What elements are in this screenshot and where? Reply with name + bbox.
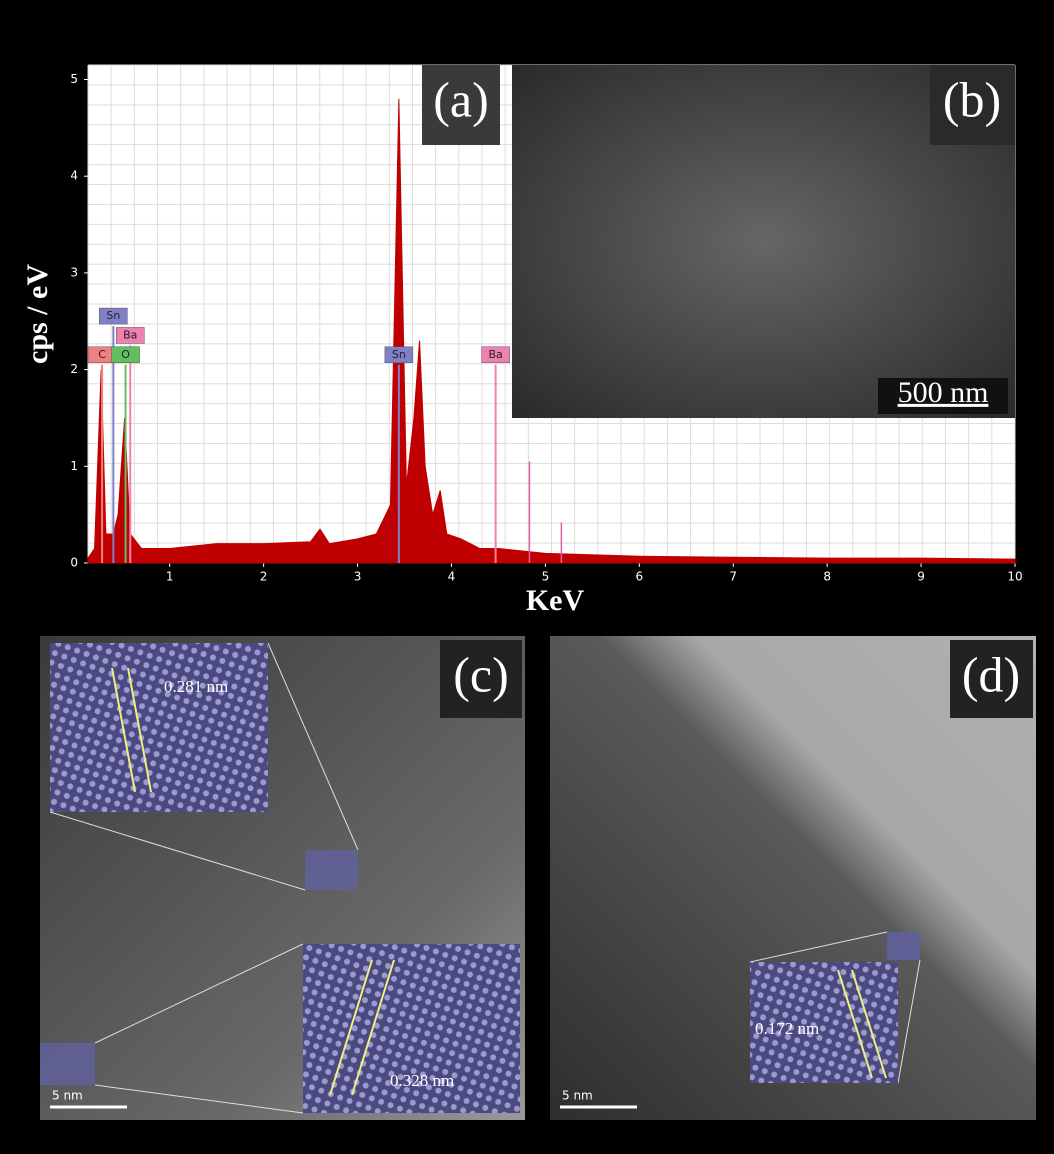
inset xyxy=(750,962,898,1083)
spacing-label: 0.172 nm xyxy=(755,1019,819,1038)
panel-label: (b) xyxy=(943,71,1001,127)
x-tick-label: 3 xyxy=(354,570,362,584)
inset xyxy=(50,643,268,812)
lattice-line xyxy=(127,667,152,793)
zoom-region xyxy=(305,850,358,890)
panel-label: (c) xyxy=(453,646,509,702)
y-tick-label: 2 xyxy=(70,362,78,376)
zoom-line xyxy=(49,811,306,891)
x-tick-label: 1 xyxy=(166,570,174,584)
y-tick-label: 4 xyxy=(70,169,78,183)
panel-label-bg xyxy=(930,65,1015,145)
zoom-line xyxy=(267,642,359,851)
y-tick-label: 3 xyxy=(70,265,78,279)
y-axis-label: cps / eV xyxy=(21,264,54,364)
scale-bar-bg xyxy=(878,378,1008,414)
x-tick-label: 10 xyxy=(1007,570,1022,584)
lattice-line xyxy=(351,959,395,1096)
zoom-line xyxy=(749,931,888,963)
y-tick-label: 5 xyxy=(70,72,78,86)
inset xyxy=(303,944,520,1113)
panel-label-bg xyxy=(440,640,522,718)
element-label: Sn xyxy=(106,309,120,322)
element-label: C xyxy=(98,348,106,361)
lattice-line xyxy=(111,667,136,793)
x-tick-label: 5 xyxy=(542,570,550,584)
lattice-line xyxy=(329,959,373,1096)
scale-bar-label: 5 nm xyxy=(52,1089,83,1103)
zoom-line xyxy=(94,1084,304,1114)
panel-label: (a) xyxy=(433,71,489,127)
x-tick-label: 7 xyxy=(729,570,737,584)
panel-label-bg xyxy=(950,640,1033,718)
element-label-bg xyxy=(116,327,145,344)
lattice-line xyxy=(851,969,887,1079)
scale-bar-label: 500 nm xyxy=(898,376,989,409)
spectrum xyxy=(87,98,1016,564)
x-tick-label: 4 xyxy=(448,570,456,584)
panel-label: (d) xyxy=(962,646,1020,702)
zoom-region xyxy=(887,932,920,960)
element-label-bg xyxy=(111,346,140,364)
x-tick-label: 8 xyxy=(823,570,831,584)
y-tick-label: 0 xyxy=(70,556,78,570)
element-label-bg xyxy=(99,307,128,325)
x-tick-label: 6 xyxy=(635,570,643,584)
scale-bar-label: 5 nm xyxy=(562,1089,593,1103)
y-tick-label: 1 xyxy=(70,459,78,473)
x-tick-label: 2 xyxy=(260,570,268,584)
zoom-region xyxy=(40,1043,95,1085)
spacing-label: 0.281 nm xyxy=(164,677,228,696)
zoom-line xyxy=(897,959,921,1084)
x-tick-label: 9 xyxy=(917,570,925,584)
element-label-bg xyxy=(384,346,414,364)
spacing-label: 0.328 nm xyxy=(390,1071,454,1090)
element-label-bg xyxy=(481,346,510,364)
panel-label-bg xyxy=(422,65,500,145)
element-label: Ba xyxy=(123,328,137,341)
element-label: Sn xyxy=(392,348,406,361)
element-label: Ba xyxy=(488,348,502,361)
element-label: O xyxy=(121,348,130,361)
zoom-line xyxy=(94,943,304,1044)
lattice-line xyxy=(837,969,873,1079)
x-axis-label: KeV xyxy=(526,584,585,617)
